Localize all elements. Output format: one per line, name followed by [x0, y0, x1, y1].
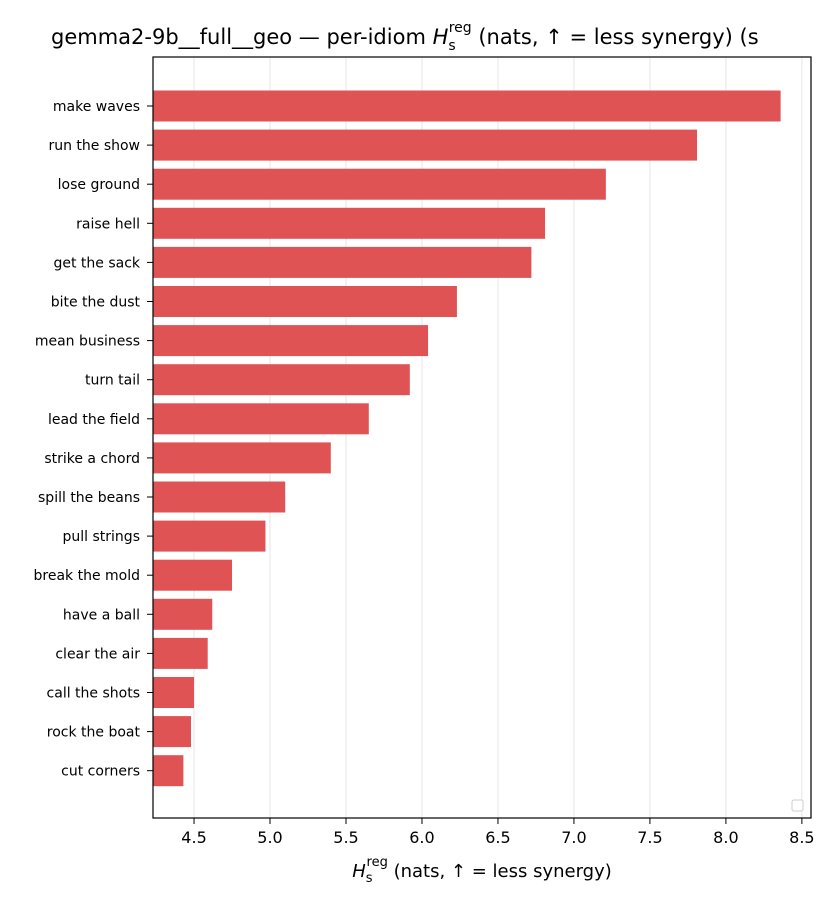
y-tick-labels: make waves run the show lose ground raise h… [34, 99, 153, 780]
bar [153, 559, 233, 591]
y-tick-label: cut corners [61, 764, 140, 780]
bar [153, 520, 266, 552]
bar [153, 325, 429, 357]
bar [153, 677, 195, 708]
x-tick-labels: 4.5 5.0 5.5 6.0 6.5 7.0 7.5 8.0 8.5 [181, 818, 815, 847]
y-tick-label: bite the dust [51, 295, 141, 311]
bars [153, 90, 781, 787]
y-tick-label: clear the air [55, 646, 140, 662]
y-tick-label: pull strings [63, 529, 140, 545]
plot-frame [152, 56, 812, 819]
bar [153, 286, 457, 317]
x-tick-label: 8.0 [713, 828, 738, 847]
x-tick-label: 6.0 [409, 828, 434, 847]
y-tick-label: raise hell [76, 216, 140, 232]
y-tick-label: turn tail [85, 373, 140, 389]
x-tick-label: 7.0 [561, 828, 586, 847]
bar [153, 637, 208, 669]
y-tick-label: rock the boat [47, 725, 141, 741]
y-tick-label: spill the beans [38, 490, 140, 506]
y-tick-label: make waves [53, 99, 140, 115]
bar [153, 364, 410, 396]
bar [153, 129, 698, 161]
bar [153, 168, 606, 200]
bar [153, 207, 546, 239]
chart-title: gemma2-9b__full__geo — per-idiom Hsreg (… [51, 20, 759, 54]
bar [153, 755, 184, 787]
x-axis-label: Hsreg (nats, ↑ = less synergy) [352, 855, 612, 886]
bar [153, 442, 331, 474]
x-tick-label: 6.5 [485, 828, 510, 847]
bar [153, 481, 286, 513]
bar [153, 716, 191, 748]
y-tick-label: lead the field [48, 412, 140, 428]
x-tick-label: 7.5 [637, 828, 662, 847]
legend-box [791, 799, 804, 812]
bar [153, 246, 532, 278]
bar [153, 598, 213, 630]
x-tick-label: 5.5 [333, 828, 358, 847]
y-tick-label: strike a chord [44, 451, 140, 467]
y-tick-label: call the shots [47, 686, 140, 702]
y-tick-label: mean business [35, 334, 140, 350]
y-tick-label: break the mold [34, 568, 141, 584]
x-tick-label: 4.5 [181, 828, 206, 847]
x-tick-label: 5.0 [257, 828, 282, 847]
bar [153, 90, 781, 122]
x-tick-label: 8.5 [789, 828, 814, 847]
y-tick-label: run the show [48, 138, 140, 154]
y-tick-label: lose ground [58, 177, 140, 193]
bar [153, 403, 369, 435]
y-tick-label: have a ball [63, 607, 140, 623]
y-tick-label: get the sack [53, 255, 140, 271]
